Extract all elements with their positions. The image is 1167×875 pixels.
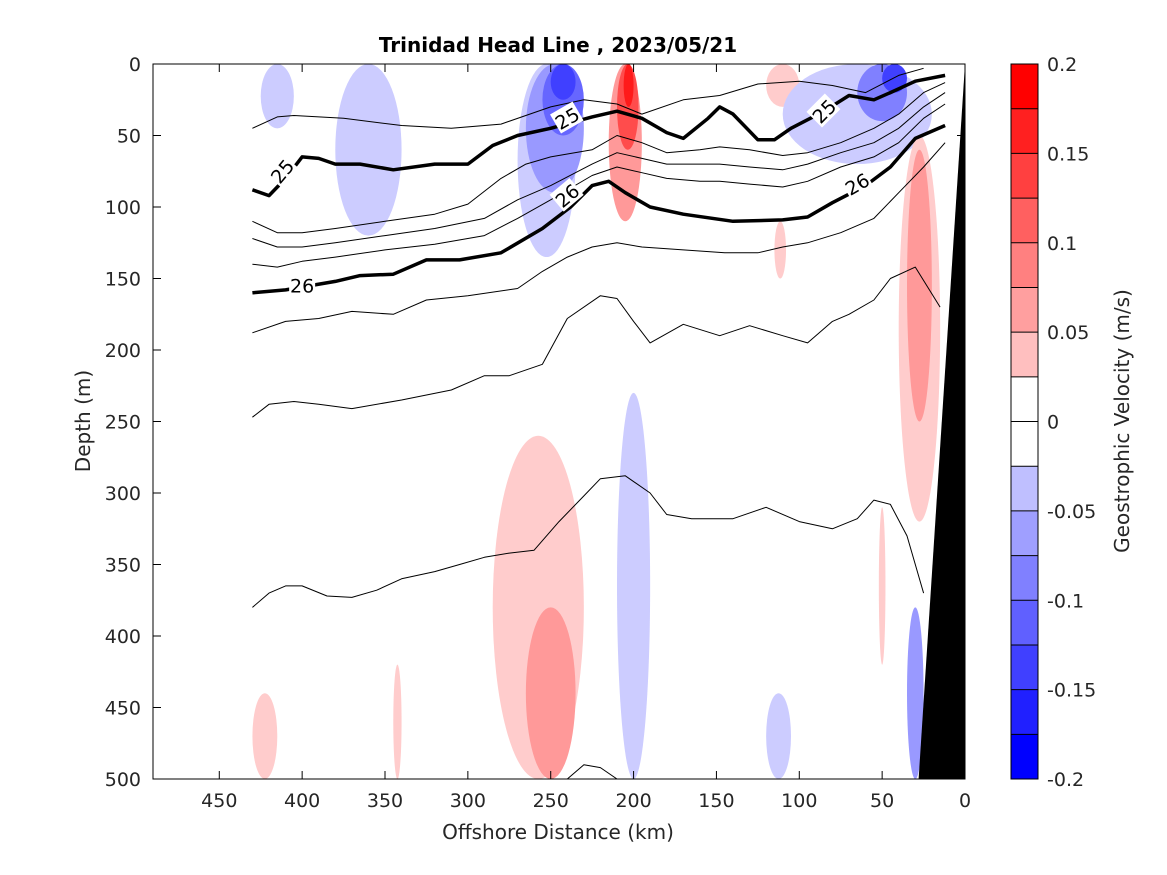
contour-label-bg-2 [806, 93, 841, 128]
colorbar-label: Geostrophic Velocity (m/s) [1110, 289, 1134, 553]
y-tick-label-6: 300 [105, 483, 141, 505]
colorbar-band-2 [1011, 153, 1038, 199]
velocity-region-9 [617, 392, 651, 779]
density-contour-8 [252, 266, 941, 418]
colorbar: 0.2 0.15 0.1 0.05 0 -0.05 -0.1 -0.15 -0.2 [1010, 54, 1096, 791]
x-tick-label-1: 400 [284, 790, 320, 812]
colorbar-band-7 [1011, 376, 1038, 422]
x-axis-label: Offshore Distance (km) [442, 820, 674, 844]
colorbar-tick-label-1: 0.15 [1047, 143, 1089, 165]
y-axis: 0 50 100 150 200 250 300 350 400 450 500 [105, 54, 965, 791]
contour-label-bg-5 [840, 167, 874, 200]
x-tick-label-0: 450 [201, 790, 237, 812]
colorbar-tick-label-8: -0.2 [1047, 769, 1084, 791]
x-tick-label-2: 350 [367, 790, 403, 812]
y-tick-label-0: 0 [129, 54, 141, 76]
x-tick-label-9: 0 [959, 790, 971, 812]
colorbar-band-5 [1011, 287, 1038, 333]
density-contour-1 [252, 67, 924, 129]
bathymetry-shape [918, 64, 965, 779]
velocity-region-8 [623, 64, 634, 107]
contour-label-bg-3 [289, 273, 316, 296]
x-tick-label-3: 300 [450, 790, 486, 812]
colorbar-band-14 [1011, 689, 1038, 735]
velocity-region-16 [878, 507, 886, 665]
colorbar-band-4 [1011, 242, 1038, 288]
colorbar-band-8 [1011, 421, 1038, 467]
contour-label-bg-0 [264, 153, 299, 188]
density-contour-9 [252, 475, 925, 608]
colorbar-band-15 [1011, 734, 1038, 780]
colorbar-band-11 [1011, 555, 1038, 601]
colorbar-band-3 [1011, 198, 1038, 244]
density-contour-3 [252, 82, 946, 234]
density-contour-10 [566, 764, 618, 779]
velocity-region-22 [766, 693, 791, 779]
velocity-region-17 [774, 221, 787, 279]
contour-label-bg-1 [550, 101, 584, 134]
colorbar-band-13 [1011, 644, 1038, 691]
y-tick-label-9: 450 [105, 698, 141, 720]
colorbar-tick-label-6: -0.1 [1047, 590, 1084, 612]
colorbar-band-12 [1011, 600, 1038, 646]
y-axis-label: Depth (m) [71, 370, 95, 472]
velocity-region-21 [393, 664, 402, 779]
bathymetry [918, 64, 965, 779]
velocity-region-13 [882, 64, 907, 93]
x-tick-label-7: 100 [781, 790, 817, 812]
chart-title: Trinidad Head Line , 2023/05/21 [379, 33, 737, 57]
velocity-region-11 [782, 64, 932, 165]
x-axis: 450 400 350 300 250 200 150 100 50 0 [201, 64, 971, 812]
contour-label-bg-4 [549, 178, 584, 212]
density-contour-7 [252, 142, 946, 334]
colorbar-tick-label-2: 0.1 [1047, 233, 1077, 255]
colorbar-band-0 [1011, 64, 1038, 110]
x-tick-label-5: 200 [615, 790, 651, 812]
y-tick-label-8: 400 [105, 626, 141, 648]
colorbar-tick-label-5: -0.05 [1047, 501, 1096, 523]
colorbar-band-6 [1011, 332, 1038, 378]
density-contour-5 [252, 103, 946, 268]
colorbar-tick-label-0: 0.2 [1047, 54, 1077, 76]
velocity-region-19 [525, 607, 576, 779]
colorbar-frame [1010, 63, 1039, 780]
velocity-region-20 [252, 693, 278, 779]
y-tick-label-1: 50 [117, 126, 141, 148]
velocity-region-15 [907, 149, 932, 422]
y-tick-label-2: 100 [105, 197, 141, 219]
velocity-region-1 [335, 64, 402, 236]
y-tick-label-7: 350 [105, 555, 141, 577]
colorbar-band-10 [1011, 510, 1038, 557]
x-tick-label-4: 250 [533, 790, 569, 812]
y-tick-label-10: 500 [105, 769, 141, 791]
y-tick-label-3: 150 [105, 269, 141, 291]
contour-label-3: 26 [290, 276, 314, 298]
colorbar-band-1 [1011, 108, 1038, 154]
velocity-region-23 [907, 607, 924, 779]
x-tick-label-8: 50 [870, 790, 894, 812]
colorbar-tick-label-7: -0.15 [1047, 680, 1096, 702]
colorbar-band-9 [1011, 466, 1038, 512]
velocity-region-5 [550, 64, 576, 100]
x-tick-label-6: 150 [698, 790, 734, 812]
velocity-region-0 [260, 64, 294, 129]
colorbar-tick-label-3: 0.05 [1047, 322, 1089, 344]
y-tick-label-4: 200 [105, 340, 141, 362]
y-tick-label-5: 250 [105, 412, 141, 434]
density-contour-4 [252, 92, 946, 248]
density-contour-6 [252, 123, 946, 295]
colorbar-tick-label-4: 0 [1047, 412, 1059, 434]
